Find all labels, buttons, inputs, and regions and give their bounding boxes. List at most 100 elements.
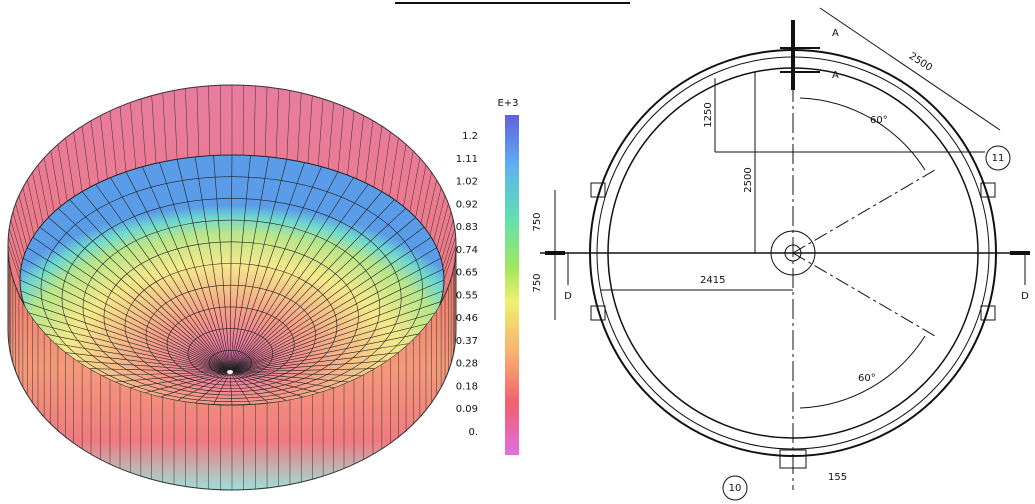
wall-line <box>242 85 244 156</box>
wall-line <box>90 120 99 183</box>
colorbar-exponent: E+3 <box>497 98 518 109</box>
wall-line <box>443 236 456 274</box>
wall-line <box>8 236 21 274</box>
mesh-ring <box>166 306 295 383</box>
wall-line <box>443 244 457 281</box>
label: 750 <box>532 273 543 292</box>
label: 60° <box>858 373 876 384</box>
wall-line <box>10 219 23 261</box>
wall-line <box>409 157 421 212</box>
wall-line <box>264 86 268 157</box>
wall-line <box>317 98 324 166</box>
colorbar-label: 1.02 <box>456 177 478 188</box>
label: A <box>832 28 839 39</box>
wall-line <box>32 172 44 224</box>
colorbar-label: 0.65 <box>456 268 478 279</box>
wall-line <box>43 157 55 212</box>
wall-line <box>425 179 437 230</box>
wall-line <box>415 164 427 218</box>
mesh-ring <box>103 241 359 393</box>
label: 155 <box>828 472 847 483</box>
wall-line <box>442 228 456 268</box>
wall-line <box>307 95 313 164</box>
wall-line <box>27 179 39 230</box>
wall-line <box>18 195 31 242</box>
wall-line <box>347 110 355 176</box>
wall-line <box>50 150 61 207</box>
colorbar-labels: 1.2 1.11 1.02 0.92 0.83 0.74 0.65 0.55 0.46 0.37 0… <box>456 131 478 438</box>
wall-line <box>389 137 399 197</box>
colorbar-label: 0.09 <box>456 404 478 415</box>
label: 1250 <box>703 102 714 127</box>
wall-line <box>140 98 147 166</box>
wall-line <box>365 120 374 183</box>
wall-line <box>337 106 345 172</box>
mesh-ring <box>145 284 316 386</box>
label: D <box>1021 291 1029 302</box>
wall-line <box>286 90 291 160</box>
wall-line <box>73 131 83 192</box>
colorbar-label: 0.18 <box>456 381 478 392</box>
colorbar-label: 0.83 <box>456 222 478 233</box>
colorbar-label: 0.28 <box>456 359 478 370</box>
wall-line <box>100 115 108 179</box>
wall-line <box>275 88 279 158</box>
fea-plot <box>7 84 457 491</box>
wall-line <box>356 115 364 179</box>
wall-line <box>151 95 157 164</box>
wall-line <box>12 211 25 255</box>
wall-line <box>208 85 211 156</box>
wall-line <box>109 110 117 176</box>
label: D <box>564 291 572 302</box>
label: 2500 <box>907 51 934 74</box>
wall-line <box>173 90 178 160</box>
wall-line <box>196 86 200 157</box>
wall-line <box>130 102 137 169</box>
wall-line <box>436 203 449 248</box>
wall-line <box>119 106 127 172</box>
colorbar-label: 0. <box>468 427 478 438</box>
colorbar-label: 0.37 <box>456 336 478 347</box>
colorbar-label: 0.74 <box>456 245 478 256</box>
wall-line <box>220 85 222 156</box>
wall-line <box>15 203 28 248</box>
wall-line <box>429 187 442 236</box>
colorbar-label: 0.92 <box>456 199 478 210</box>
wall-line <box>297 92 302 162</box>
label: 750 <box>532 212 543 231</box>
mesh-ring <box>40 176 423 403</box>
wall-mesh <box>7 85 457 490</box>
label: 2500 <box>743 167 754 192</box>
mesh-ring <box>61 198 402 399</box>
wall-line <box>65 137 75 197</box>
hole <box>227 370 233 374</box>
wall-line <box>37 164 49 218</box>
wall-line <box>162 92 167 162</box>
label: A <box>832 70 839 81</box>
colorbar-label: 1.2 <box>462 131 478 142</box>
label: 10 <box>729 483 742 494</box>
wall-line <box>8 228 22 268</box>
colorbar-label: 0.46 <box>456 313 478 324</box>
wall-line <box>7 244 21 281</box>
colorbar <box>505 115 519 455</box>
wall-line <box>22 187 35 236</box>
wall-line <box>441 219 454 261</box>
drawing <box>540 7 1030 501</box>
wall-line <box>396 144 407 202</box>
wall-line <box>381 131 391 192</box>
mesh-ring <box>124 263 338 389</box>
wall-line <box>439 211 452 255</box>
wall-line <box>57 144 68 202</box>
label: 60° <box>870 115 888 126</box>
wall-line <box>253 85 256 156</box>
wall-line <box>327 102 334 169</box>
wall-line <box>420 172 432 224</box>
colorbar-label: 1.11 <box>456 154 478 165</box>
wall-line <box>373 126 383 188</box>
wall-line <box>403 150 414 207</box>
wall-line <box>185 88 189 158</box>
mesh-ring <box>187 328 274 379</box>
colorbar-label: 0.55 <box>456 290 478 301</box>
